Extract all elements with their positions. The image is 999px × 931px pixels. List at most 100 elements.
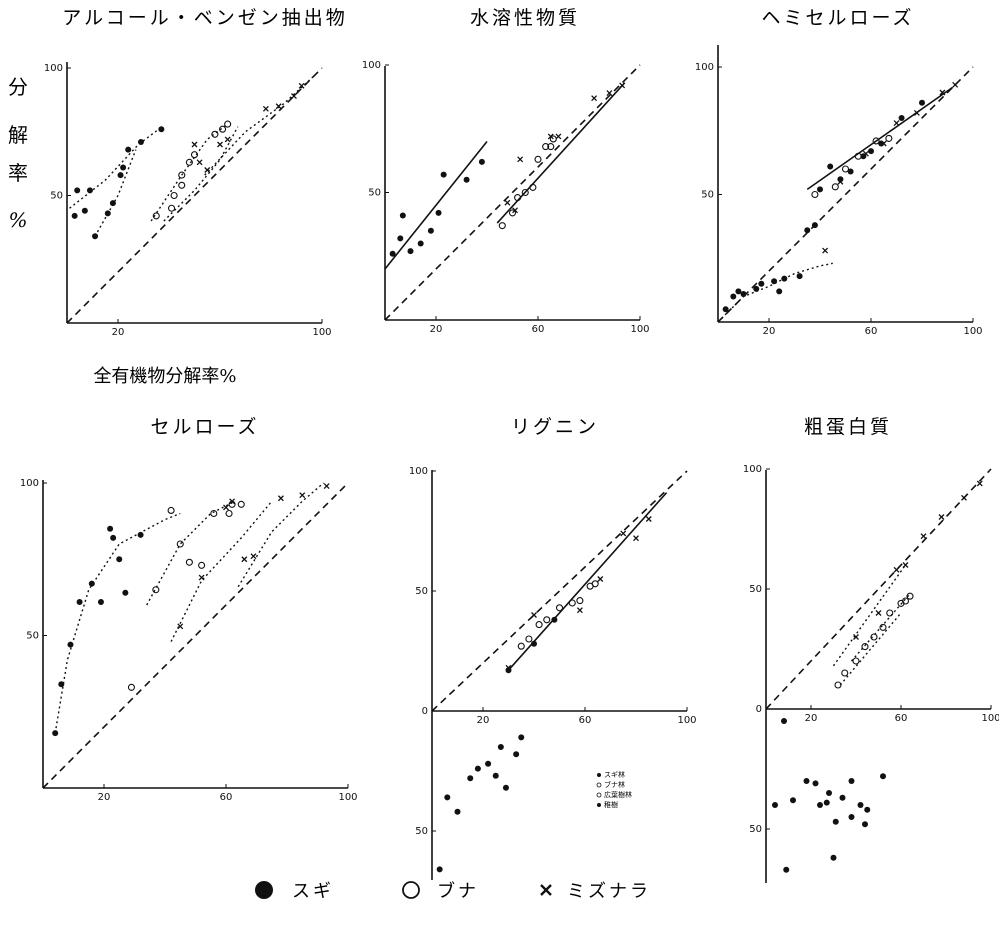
panel-p3: 20 60 100 50 100: [695, 45, 983, 337]
data-point-sugi: [531, 640, 537, 647]
data-point-buna: [576, 597, 584, 605]
data-point-sugi: [485, 760, 492, 767]
x-tick-label: 60: [532, 324, 545, 335]
legend-label-mizunara: ミズナラ: [567, 881, 651, 902]
trend-line: [94, 149, 137, 237]
reference-line: [66, 67, 323, 324]
data-point-mizunara: [517, 156, 524, 163]
data-point-sugi: [857, 802, 864, 808]
data-point-mizunara: [893, 566, 900, 573]
data-point-mizunara: [619, 82, 626, 89]
data-point-buna: [224, 120, 232, 128]
data-point-sugi: [781, 718, 787, 724]
data-point-buna: [591, 580, 599, 588]
data-point-sugi: [839, 794, 846, 801]
trend-line: [496, 82, 626, 224]
y-tick-label: 50: [415, 826, 428, 837]
data-point-buna: [521, 188, 529, 197]
data-point-buna: [152, 212, 160, 220]
data-point-sugi: [919, 99, 925, 106]
y-tick-label: 50: [701, 190, 714, 201]
data-point-sugi: [817, 802, 823, 808]
data-point-buna: [872, 137, 880, 145]
data-point-buna: [841, 669, 849, 677]
data-point-mizunara: [298, 82, 305, 89]
data-point-buna: [831, 183, 839, 191]
data-point-mizunara: [299, 492, 306, 499]
inset-legend-marker: [596, 792, 602, 798]
data-point-mizunara: [576, 607, 583, 614]
data-point-buna: [834, 681, 842, 689]
trend-line: [806, 86, 954, 191]
reference-line: [384, 64, 641, 321]
x-tick-label: 100: [630, 324, 649, 335]
data-point-sugi: [88, 580, 95, 587]
inset-legend-marker: [597, 803, 601, 807]
x-tick-label: 100: [677, 715, 696, 726]
data-point-buna: [542, 143, 550, 151]
data-point-sugi: [67, 641, 74, 648]
x-tick-label: 60: [579, 715, 592, 726]
trend-line: [150, 123, 229, 222]
panel-title-crude-protein: 粗蛋白質: [804, 416, 892, 438]
x-tick-label: 60: [865, 326, 878, 337]
data-point-mizunara: [275, 103, 282, 110]
x-axis-label: 全有機物分解率%: [93, 366, 236, 387]
data-point-buna: [237, 500, 245, 508]
y-tick-label: 100: [362, 60, 381, 71]
data-point-sugi: [771, 278, 778, 285]
data-point-sugi: [781, 275, 788, 282]
x-tick-label: 20: [98, 792, 111, 803]
data-point-sugi: [740, 290, 747, 297]
data-point-sugi: [107, 525, 114, 532]
x-tick-label: 100: [963, 326, 982, 337]
data-point-mizunara: [547, 133, 554, 140]
data-point-buna: [178, 171, 186, 179]
data-point-mizunara: [512, 207, 519, 214]
data-point-mizunara: [262, 105, 269, 112]
data-point-sugi: [804, 227, 811, 234]
data-point-sugi: [435, 209, 442, 216]
x-tick-label: 100: [338, 792, 357, 803]
inset-legend-label: ブナ林: [604, 780, 625, 789]
x-tick-label: 60: [895, 713, 908, 724]
data-point-mizunara: [875, 610, 882, 616]
data-point-buna: [514, 194, 522, 202]
data-point-buna: [879, 623, 887, 631]
data-point-sugi: [52, 730, 59, 737]
data-point-sugi: [832, 818, 839, 825]
legend-marker-sugi: [255, 881, 273, 899]
data-point-sugi: [790, 797, 796, 804]
data-point-sugi: [478, 158, 485, 165]
data-point-sugi: [880, 773, 886, 780]
data-point-mizunara: [223, 504, 229, 511]
data-point-sugi: [110, 534, 117, 541]
trend-line: [839, 612, 902, 686]
data-point-sugi: [830, 854, 837, 861]
x-tick-label: 20: [805, 713, 818, 724]
data-point-buna: [547, 143, 555, 151]
trend-line: [146, 500, 236, 606]
trend-line: [384, 141, 488, 270]
origin-label: 0: [756, 704, 762, 715]
reference-line: [717, 66, 974, 323]
data-point-buna: [170, 191, 178, 200]
data-point-mizunara: [902, 562, 909, 568]
panel-p1: 20 100 50 100: [44, 62, 332, 338]
data-point-mizunara: [198, 574, 205, 581]
data-point-mizunara: [952, 81, 959, 88]
data-point-mizunara: [241, 556, 248, 563]
trend-line: [54, 512, 181, 734]
data-point-mizunara: [191, 141, 198, 148]
data-point-sugi: [117, 172, 124, 179]
data-point-sugi: [868, 148, 874, 155]
data-point-buna: [535, 621, 543, 629]
y-label-char-3: 率: [8, 161, 28, 185]
data-point-sugi: [158, 126, 165, 133]
reference-line: [431, 470, 688, 712]
data-point-sugi: [772, 802, 778, 808]
panel-title-water-soluble: 水溶性物質: [470, 7, 580, 29]
trend-line: [507, 492, 668, 671]
data-point-sugi: [436, 866, 443, 873]
data-point-sugi: [812, 780, 819, 787]
